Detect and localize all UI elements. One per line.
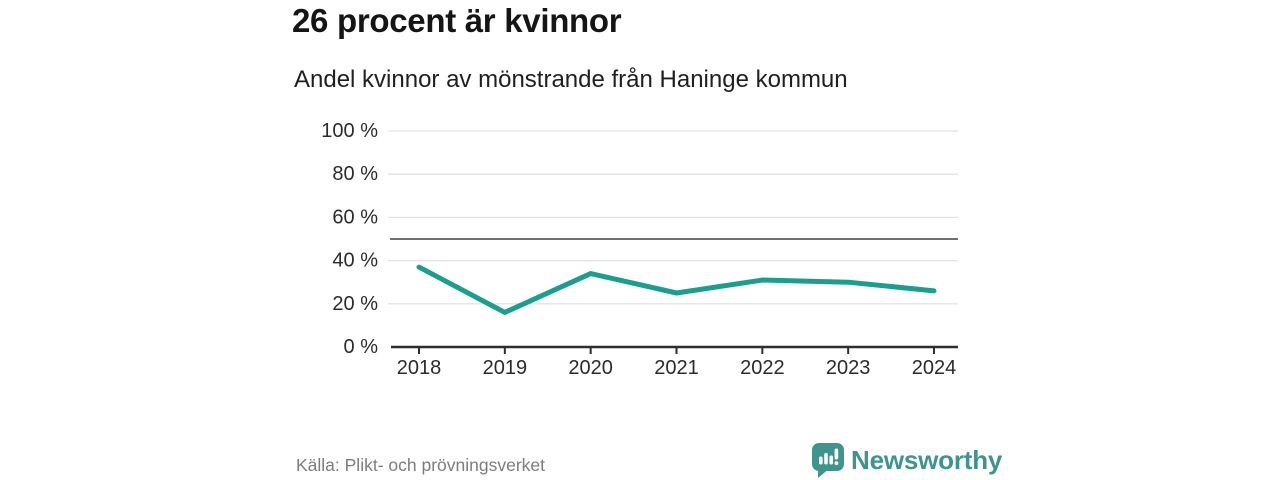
x-axis-tick-label: 2024	[912, 357, 957, 379]
y-axis-tick-label: 20 %	[332, 293, 378, 315]
x-axis-tick-label: 2019	[483, 357, 528, 379]
y-axis-tick-label: 100 %	[321, 120, 378, 142]
y-axis-tick-label: 60 %	[332, 206, 378, 228]
newsworthy-bubble-chart-icon	[812, 443, 844, 478]
x-axis-tick-label: 2021	[654, 357, 699, 379]
x-axis-tick-label: 2020	[568, 357, 613, 379]
newsworthy-logo: Newsworthy	[812, 443, 1002, 478]
source-note: Källa: Plikt- och prövningsverket	[296, 455, 545, 475]
chart-title: 26 procent är kvinnor	[292, 2, 622, 39]
x-axis-tick-label: 2023	[826, 357, 871, 379]
chart-subtitle: Andel kvinnor av mönstrande från Haninge…	[294, 66, 848, 93]
x-axis-tick-label: 2018	[397, 357, 442, 379]
y-axis-tick-label: 40 %	[332, 250, 378, 272]
data-line	[416, 264, 937, 315]
brand-name: Newsworthy	[851, 445, 1003, 475]
x-axis-tick-label: 2022	[740, 357, 785, 379]
y-axis-tick-label: 80 %	[332, 163, 378, 185]
y-axis-tick-label: 0 %	[344, 336, 379, 358]
